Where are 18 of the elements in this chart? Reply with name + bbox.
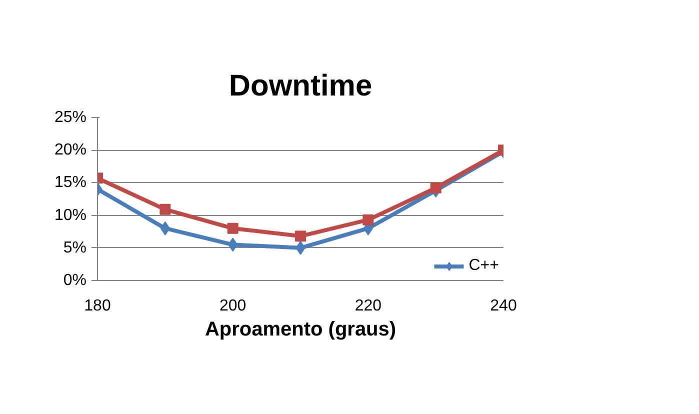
point [227, 222, 238, 234]
y-tick-label: 15% [54, 174, 87, 192]
point [160, 204, 171, 215]
y-tick-label: 5% [63, 239, 86, 256]
point [430, 182, 442, 194]
x-tick-label: 220 [354, 298, 382, 314]
point [295, 230, 306, 242]
x-axis-title: Aproamento (graus) [204, 318, 396, 340]
y-tick-label: 25% [54, 109, 87, 126]
x-tick-label: 240 [490, 298, 517, 314]
chart-title: Downtime [228, 70, 372, 102]
point [362, 214, 374, 226]
x-tick-label: 200 [219, 298, 246, 314]
y-tick-label: 10% [54, 206, 87, 224]
legend-label: C++ [468, 257, 499, 275]
x-tick-label: 180 [84, 298, 111, 314]
y-tick-label: 0% [63, 272, 86, 289]
y-tick-label: 20% [54, 142, 87, 159]
